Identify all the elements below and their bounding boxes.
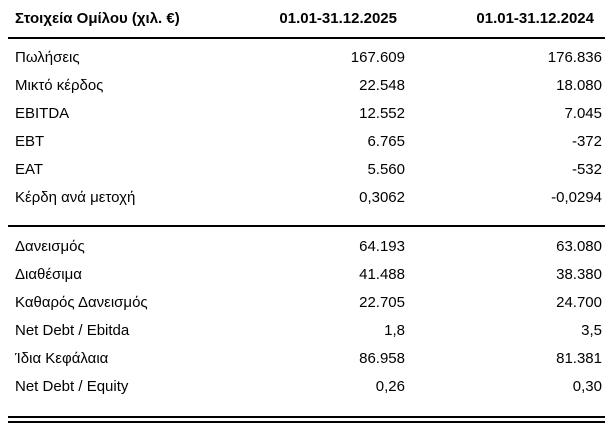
row-value-2025: 64.193 [359,237,405,255]
row-value-2024: 7.045 [564,104,602,122]
column-header-2024: 01.01-31.12.2024 [476,10,594,27]
table-row: Μικτό κέρδος 22.548 18.080 [8,71,605,99]
table-row: EBT 6.765 -372 [8,127,605,155]
row-value-2025: 5.560 [367,160,405,178]
row-label: Net Debt / Equity [15,377,129,395]
row-value-2024: 63.080 [556,237,602,255]
row-value-2025: 41.488 [359,265,405,283]
row-label: Διαθέσιμα [15,265,82,283]
row-label: EBITDA [15,104,70,122]
row-value-2024: 3,5 [581,321,602,339]
row-value-2025: 22.705 [359,293,405,311]
row-label: Μικτό κέρδος [15,76,104,94]
row-label: Δανεισμός [15,237,85,255]
row-value-2025: 22.548 [359,76,405,94]
row-value-2024: -532 [571,160,602,178]
table-bottom-double-rule [8,416,605,423]
row-value-2025: 167.609 [350,48,405,66]
table-row: EAT 5.560 -532 [8,155,605,183]
table-row: Δανεισμός 64.193 63.080 [8,232,605,260]
row-value-2024: 176.836 [547,48,602,66]
row-value-2024: -0,0294 [551,188,602,206]
table-row: Καθαρός Δανεισμός 22.705 24.700 [8,288,605,316]
table-header-row: Στοιχεία Ομίλου (χιλ. €) 01.01-31.12.202… [8,0,605,39]
row-value-2025: 0,26 [375,377,405,395]
table-row: Πωλήσεις 167.609 176.836 [8,43,605,71]
row-value-2025: 0,3062 [359,188,405,206]
debt-equity-section: Δανεισμός 64.193 63.080 Διαθέσιμα 41.488… [8,232,605,400]
row-label: EBT [15,132,45,150]
table-row: EBITDA 12.552 7.045 [8,99,605,127]
row-label: Net Debt / Ebitda [15,321,130,339]
row-value-2024: 24.700 [556,293,602,311]
row-value-2024: 0,30 [572,377,602,395]
row-label: Κέρδη ανά μετοχή [15,188,136,206]
row-value-2025: 12.552 [359,104,405,122]
column-header-2025: 01.01-31.12.2025 [279,10,397,27]
row-label: EAT [15,160,44,178]
table-row: Κέρδη ανά μετοχή 0,3062 -0,0294 [8,183,605,211]
table-row: Net Debt / Ebitda 1,8 3,5 [8,316,605,344]
table-row: Ίδια Κεφάλαια 86.958 81.381 [8,344,605,372]
row-value-2025: 6.765 [367,132,405,150]
income-statement-section: Πωλήσεις 167.609 176.836 Μικτό κέρδος 22… [8,43,605,211]
row-label: Πωλήσεις [15,48,80,66]
row-label: Καθαρός Δανεισμός [15,293,148,311]
section-divider-rule [8,225,605,227]
table-row: Διαθέσιμα 41.488 38.380 [8,260,605,288]
row-value-2024: -372 [571,132,602,150]
row-value-2024: 38.380 [556,265,602,283]
group-figures-table: Στοιχεία Ομίλου (χιλ. €) 01.01-31.12.202… [8,0,605,423]
table-title: Στοιχεία Ομίλου (χιλ. €) [15,10,180,27]
table-row: Net Debt / Equity 0,26 0,30 [8,372,605,400]
row-label: Ίδια Κεφάλαια [15,349,109,367]
row-value-2025: 1,8 [384,321,405,339]
row-value-2024: 18.080 [556,76,602,94]
row-value-2024: 81.381 [556,349,602,367]
row-value-2025: 86.958 [359,349,405,367]
